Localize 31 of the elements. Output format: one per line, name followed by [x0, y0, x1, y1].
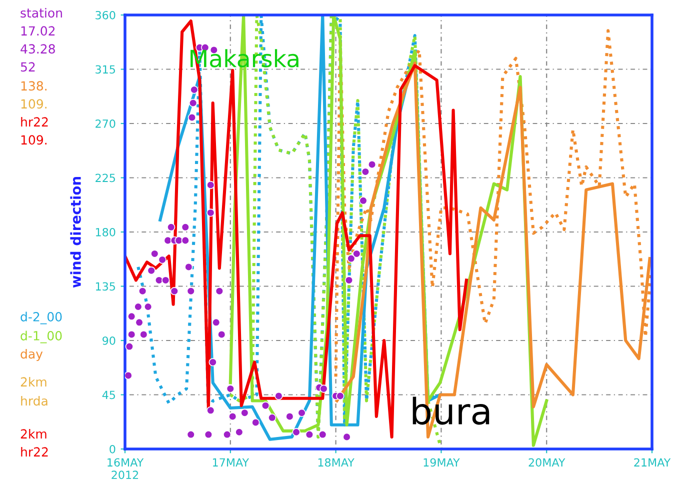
- x-tick-label: 19MAY: [424, 458, 460, 467]
- text: hr22: [21, 446, 48, 456]
- text: 2km: [20, 428, 46, 438]
- text: day: [20, 348, 43, 362]
- x-tick-label: 20MAY: [528, 458, 566, 467]
- text: 138.: [21, 81, 46, 91]
- text: 17.02: [21, 26, 55, 36]
- text: 109.: [21, 135, 46, 145]
- y-axis-title: wind direction: [70, 176, 81, 288]
- y-tick-label: 0: [110, 444, 116, 454]
- y-tick-label: 180: [96, 228, 116, 236]
- y-tick-label: 135: [96, 282, 115, 291]
- y-tick-label: 270: [96, 119, 116, 128]
- text: station: [20, 8, 62, 18]
- text: d-1_00: [20, 330, 62, 344]
- y-tick-label: 315: [96, 65, 115, 74]
- text: d-2_00: [20, 312, 62, 324]
- y-tick-label: 90: [102, 336, 116, 345]
- text: 43.28: [20, 44, 55, 54]
- y-tick-label: 360: [96, 10, 116, 20]
- x-tick-label: 21MAY: [634, 458, 671, 466]
- x-tick-label: 18MAY: [318, 458, 354, 467]
- text: 2km: [20, 376, 46, 386]
- x-tick-label: 17MAY: [212, 458, 250, 466]
- y-tick-label: 225: [96, 174, 115, 182]
- x-tick-label: 16MAY 2012: [108, 458, 144, 480]
- text: 52: [20, 62, 35, 72]
- y-tick-label: 45: [102, 390, 115, 400]
- text: hrda: [21, 396, 48, 406]
- text: hr22: [21, 116, 48, 126]
- text: 109.: [21, 99, 46, 109]
